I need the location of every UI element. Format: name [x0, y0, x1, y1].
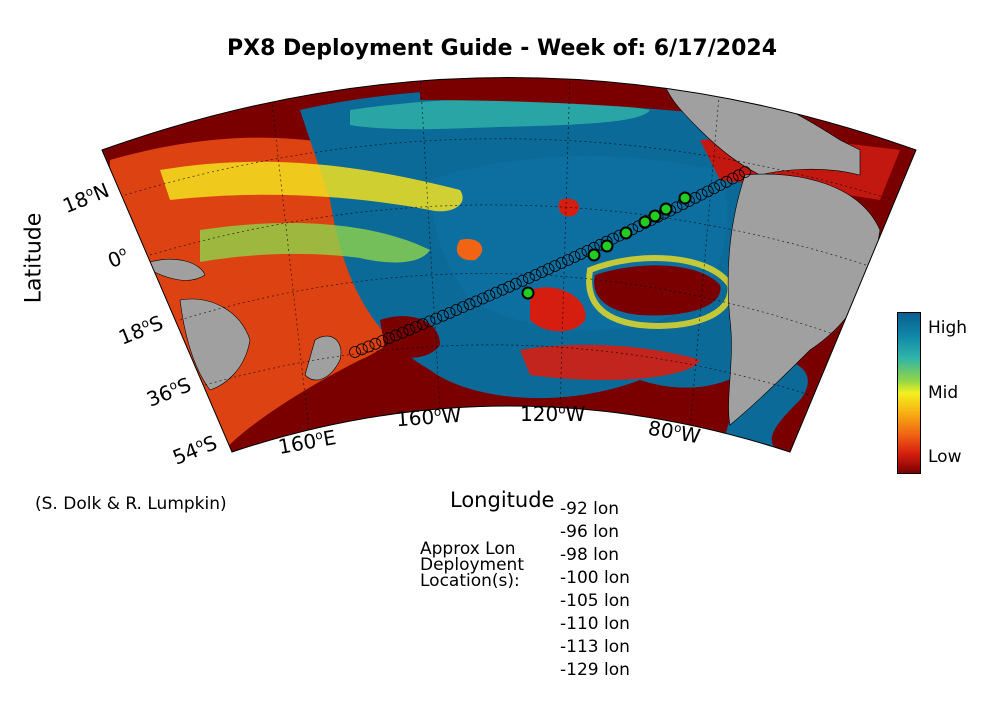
track-point	[739, 166, 751, 178]
track-point	[496, 283, 509, 296]
deployment-marker	[648, 209, 662, 223]
track-point	[516, 274, 529, 287]
y-axis-label: Latitude	[21, 212, 47, 304]
track-point	[695, 188, 708, 201]
track-point	[423, 315, 436, 328]
deployment-label-line: Location(s):	[420, 571, 520, 591]
track-point	[376, 335, 389, 347]
track-point	[470, 295, 483, 308]
track-point	[483, 289, 496, 302]
track-point	[410, 321, 422, 333]
lon-tick-120W: 120oW	[520, 402, 586, 426]
track-point	[456, 301, 469, 314]
track-point	[383, 332, 395, 345]
track-point	[389, 329, 402, 342]
track-point	[568, 251, 581, 263]
deployment-marker	[659, 202, 673, 216]
track-point	[349, 346, 361, 358]
track-point	[362, 340, 375, 353]
chart-title: PX8 Deployment Guide - Week of: 6/17/202…	[226, 36, 778, 61]
credit-text: (S. Dolk & R. Lumpkin)	[35, 494, 227, 514]
track-point	[720, 175, 733, 188]
track-point	[503, 280, 516, 293]
track-point	[436, 309, 449, 322]
deployment-location: -113 lon	[560, 637, 630, 657]
track-point	[732, 169, 745, 182]
x-axis-label: Longitude	[450, 488, 555, 512]
track-point	[701, 185, 714, 198]
deployment-location-list: -92 lon -96 lon -98 lon -100 lon -105 lo…	[560, 498, 630, 682]
track-point	[714, 179, 727, 191]
track-point	[443, 306, 456, 319]
track-point	[536, 266, 548, 278]
deployment-marker	[600, 239, 614, 253]
colorbar-label-mid: Mid	[928, 383, 959, 403]
deployment-marker	[587, 248, 601, 262]
deployment-location: -98 lon	[560, 545, 620, 565]
ocean-field	[102, 77, 916, 452]
deployment-marker	[521, 286, 535, 300]
deployment-location: -129 lon	[560, 660, 630, 680]
deployment-marker	[678, 191, 692, 205]
deployment-label-line: Deployment	[420, 555, 524, 575]
deployment-label: Approx Lon Deployment Location(s):	[420, 539, 524, 591]
deployment-markers	[521, 191, 692, 300]
track-point	[476, 292, 489, 305]
deployment-location: -96 lon	[560, 522, 620, 542]
track-point	[490, 286, 503, 299]
colorbar	[897, 312, 921, 474]
track-point	[529, 269, 542, 281]
track-point	[726, 172, 739, 185]
track-point	[542, 263, 555, 275]
track-point	[369, 337, 382, 350]
track-point	[416, 318, 429, 331]
colorbar-label-low: Low	[928, 447, 962, 467]
colorbar-label-high: High	[928, 318, 968, 338]
track-point	[562, 254, 574, 266]
deployment-label-line: Approx Lon	[420, 539, 516, 559]
lon-tick-160W: 160oW	[395, 402, 463, 432]
deployment-location: -100 lon	[560, 568, 630, 588]
deployment-marker	[638, 215, 652, 229]
track-point	[396, 326, 409, 339]
track-point	[575, 247, 587, 260]
track-point	[509, 277, 522, 290]
deployment-location: -110 lon	[560, 614, 630, 634]
track-point	[463, 298, 476, 311]
track-point	[450, 304, 463, 316]
track-point	[523, 271, 535, 284]
deployment-location: -105 lon	[560, 591, 630, 611]
track-point	[355, 343, 368, 356]
deployment-marker	[619, 226, 633, 240]
track-point	[403, 323, 416, 336]
track-point	[430, 312, 443, 325]
cruise-track	[349, 166, 751, 358]
track-point	[549, 260, 561, 272]
track-point	[555, 257, 568, 269]
deployment-location: -92 lon	[560, 499, 620, 519]
track-point	[708, 182, 720, 195]
